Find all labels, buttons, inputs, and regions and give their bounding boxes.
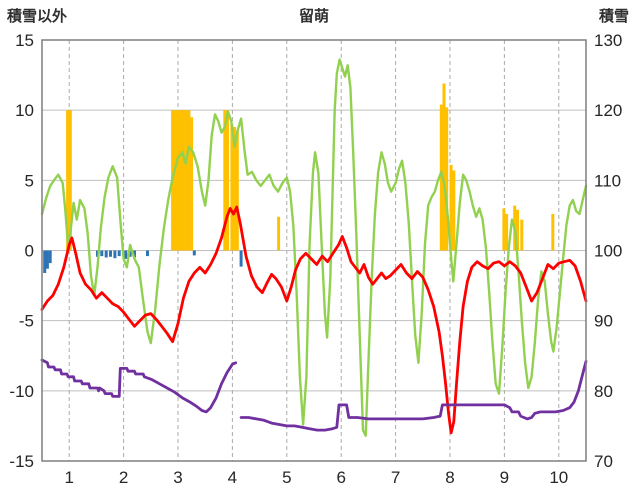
svg-text:130: 130	[594, 31, 622, 50]
svg-text:80: 80	[594, 382, 613, 401]
svg-text:2: 2	[119, 468, 128, 487]
chart-title: 留萌	[298, 8, 330, 25]
svg-text:0: 0	[25, 242, 34, 261]
svg-text:10: 10	[15, 101, 34, 120]
right-axis-title: 積雪	[598, 8, 629, 25]
svg-text:5: 5	[282, 468, 291, 487]
svg-text:70: 70	[594, 452, 613, 471]
svg-text:110: 110	[594, 171, 621, 190]
svg-text:-10: -10	[9, 382, 34, 401]
svg-text:90: 90	[594, 312, 613, 331]
svg-text:8: 8	[445, 468, 454, 487]
svg-text:-5: -5	[19, 312, 34, 331]
svg-text:7: 7	[391, 468, 400, 487]
svg-text:10: 10	[549, 468, 568, 487]
svg-text:4: 4	[228, 468, 237, 487]
svg-text:9: 9	[500, 468, 509, 487]
svg-text:1: 1	[64, 468, 73, 487]
svg-text:15: 15	[15, 31, 34, 50]
left-axis-title: 積雪以外	[7, 8, 68, 25]
svg-text:-15: -15	[9, 452, 34, 471]
svg-text:5: 5	[25, 171, 34, 190]
svg-text:6: 6	[336, 468, 345, 487]
svg-text:120: 120	[594, 101, 622, 120]
svg-text:100: 100	[594, 242, 622, 261]
svg-text:3: 3	[173, 468, 182, 487]
